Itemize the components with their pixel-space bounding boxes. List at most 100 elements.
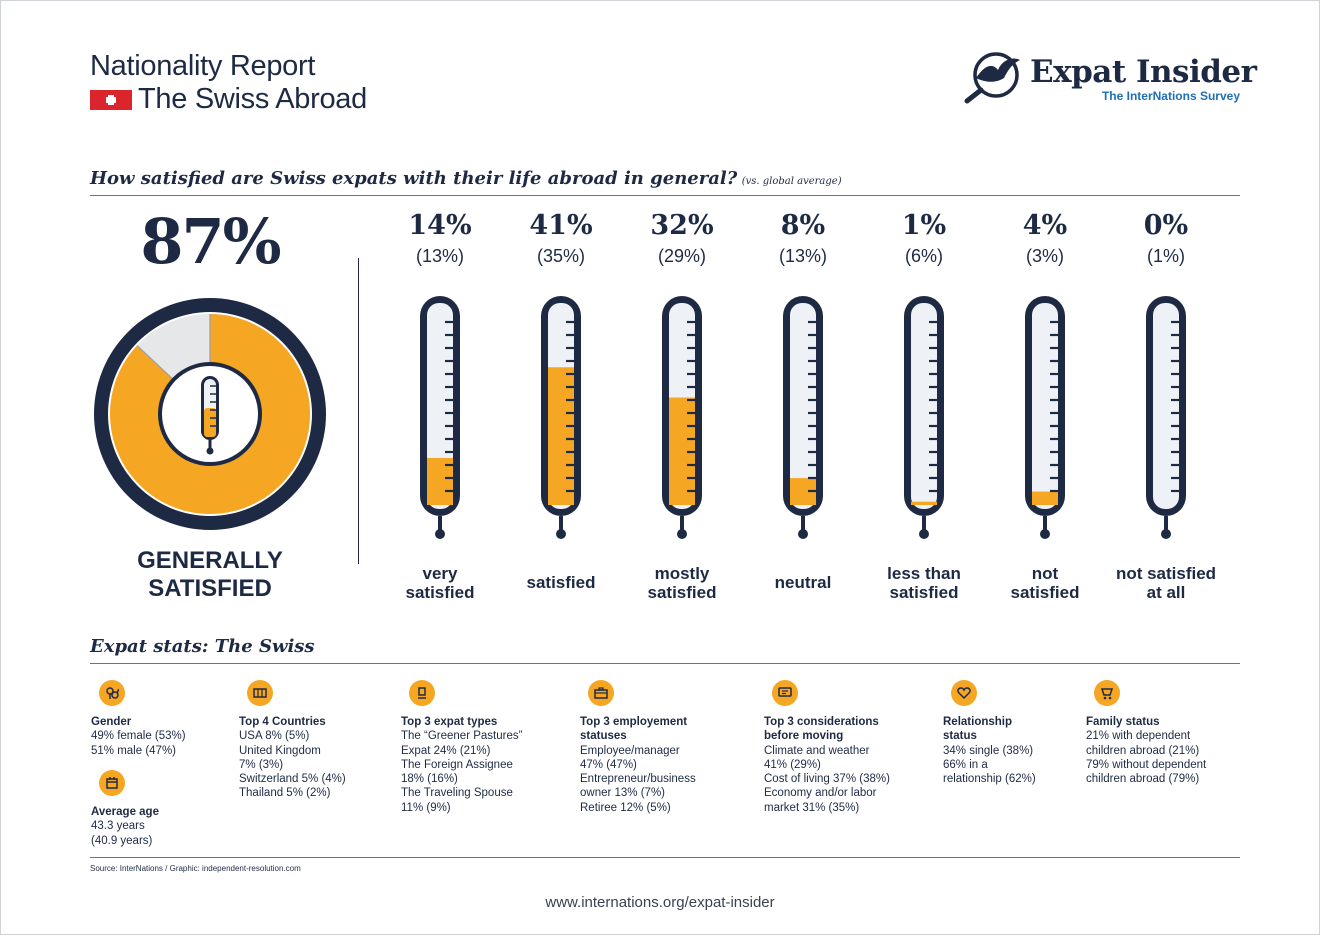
thermometer-bar	[1146, 296, 1186, 539]
question-heading: How satisfied are Swiss expats with thei…	[90, 168, 842, 189]
bar-fill	[548, 367, 574, 505]
heart-icon	[951, 680, 977, 706]
bar-fill	[1032, 491, 1058, 505]
stat-line: United Kingdom	[239, 744, 321, 757]
stat-line: Entrepreneur/business	[580, 773, 696, 786]
thermometer-bulb	[435, 529, 445, 539]
category-label: not satisfied	[975, 564, 1115, 602]
thermometer-bar	[783, 296, 823, 539]
category-label: not satisfied at all	[1096, 564, 1236, 602]
stat-line: 47% (47%)	[580, 758, 637, 771]
stat-block: Top 3 expat types The “Greener Pastures” E…	[401, 680, 522, 815]
chat-icon	[772, 680, 798, 706]
bar-column: 8% (13%)	[743, 210, 863, 267]
stat-block: Top 4 Countries USA 8% (5%) United Kingdom…	[239, 680, 346, 801]
stat-line: 11% (9%)	[401, 801, 451, 814]
thermometer-bulb	[919, 529, 929, 539]
stat-title: Top 3 employement statuses	[580, 716, 688, 743]
global-average-label: (3%)	[1025, 246, 1064, 266]
category-label: mostly satisfied	[612, 564, 752, 602]
stat-title: Top 3 expat types	[401, 716, 498, 728]
stat-line: 66% in a	[943, 758, 988, 771]
stat-title: Family status	[1086, 716, 1160, 728]
stat-line: Thailand 5% (2%)	[239, 787, 331, 800]
summary-label: GENERALLY SATISFIED	[90, 547, 330, 603]
global-average-label: (13%)	[778, 246, 827, 266]
thermometer-tube	[790, 303, 816, 509]
thermometer-bar	[904, 296, 944, 539]
stat-block: Average age 43.3 years (40.9 years)	[91, 770, 159, 848]
brand-name: Expat Insider	[1030, 54, 1257, 90]
bar-column: 1% (6%)	[864, 210, 984, 267]
data-label: 0%	[1143, 210, 1189, 241]
stat-line: USA 8% (5%)	[239, 730, 310, 743]
map-icon	[247, 680, 273, 706]
stat-line: 49% female (53%)	[91, 730, 186, 743]
footer-url[interactable]: www.internations.org/expat-insider	[545, 894, 775, 911]
category-label-line: not	[1031, 564, 1059, 583]
thermometer-tube	[1032, 303, 1058, 509]
data-label: 8%	[780, 210, 826, 241]
section-divider	[90, 195, 1240, 196]
bar-column: 4% (3%)	[985, 210, 1105, 267]
stat-line: children abroad (79%)	[1086, 773, 1200, 786]
thermometer-bar	[1025, 296, 1065, 539]
thermometer-bar	[420, 296, 460, 539]
data-label: 1%	[901, 210, 947, 241]
thermometer-bulb	[677, 529, 687, 539]
stat-title: Gender	[91, 716, 132, 728]
magnifier-bird-logo-icon	[964, 52, 1020, 104]
category-label: neutral	[733, 573, 873, 592]
global-average-label: (6%)	[904, 246, 943, 266]
thermometer-bulb	[556, 529, 566, 539]
stat-block: Family status 21% with dependent children …	[1086, 680, 1206, 786]
bar-fill	[911, 501, 937, 505]
stat-line: 34% single (38%)	[943, 744, 1034, 757]
bar-column: 41% (35%)	[501, 210, 621, 267]
satisfaction-donut-chart	[94, 298, 326, 530]
brand-subtitle: The InterNations Survey	[1101, 89, 1240, 103]
stat-line: Retiree 12% (5%)	[580, 801, 671, 814]
thermometer-bar	[662, 296, 702, 539]
category-label-line: satisfied	[405, 583, 475, 602]
category-label-line: very	[422, 564, 458, 583]
summary-percent: 87%	[140, 205, 281, 278]
category-label-line: satisfied	[526, 573, 596, 592]
stat-line: 7% (3%)	[239, 758, 284, 771]
gender-icon	[99, 680, 125, 706]
stats-divider	[90, 663, 1240, 664]
data-label: 32%	[650, 210, 714, 241]
data-label: 14%	[408, 210, 472, 241]
stat-line: owner 13% (7%)	[580, 787, 666, 800]
thermometer-icon	[201, 376, 219, 455]
category-label-line: mostly	[654, 564, 710, 583]
stat-line: Switzerland 5% (4%)	[239, 773, 346, 786]
category-label: satisfied	[491, 573, 631, 592]
stat-block: Relationship status 34% single (38%) 66% in…	[943, 680, 1036, 786]
global-average-label: (13%)	[415, 246, 464, 266]
category-label-line: satisfied	[1010, 583, 1080, 602]
stat-line: Employee/manager	[580, 744, 680, 757]
stat-line: 18% (16%)	[401, 773, 458, 786]
thermometer-tube	[1153, 303, 1179, 509]
stat-line: 41% (29%)	[764, 758, 821, 771]
stat-line: Climate and weather	[764, 744, 870, 757]
stat-line: The Traveling Spouse	[401, 787, 513, 800]
briefcase-icon	[588, 680, 614, 706]
footer-divider	[90, 857, 1240, 858]
vertical-divider	[358, 258, 359, 564]
stat-title: Top 3 considerations before moving	[764, 716, 879, 743]
thermometer-bulb	[1040, 529, 1050, 539]
question-title: How satisfied are Swiss expats with thei…	[90, 168, 738, 189]
global-average-label: (35%)	[536, 246, 585, 266]
thermometer-tube	[427, 303, 453, 509]
data-label: 4%	[1022, 210, 1068, 241]
bar-column: 0% (1%)	[1106, 210, 1226, 267]
category-label: very satisfied	[370, 564, 510, 602]
stats-title: Expat stats: The Swiss	[90, 636, 315, 657]
stat-line: 21% with dependent	[1086, 730, 1191, 743]
report-title: Nationality Report	[90, 50, 316, 82]
summary-label-line2: SATISFIED	[148, 575, 272, 602]
stat-line: Economy and/or labor	[764, 787, 877, 800]
stat-block: Top 3 considerations before moving Climate…	[764, 680, 890, 815]
